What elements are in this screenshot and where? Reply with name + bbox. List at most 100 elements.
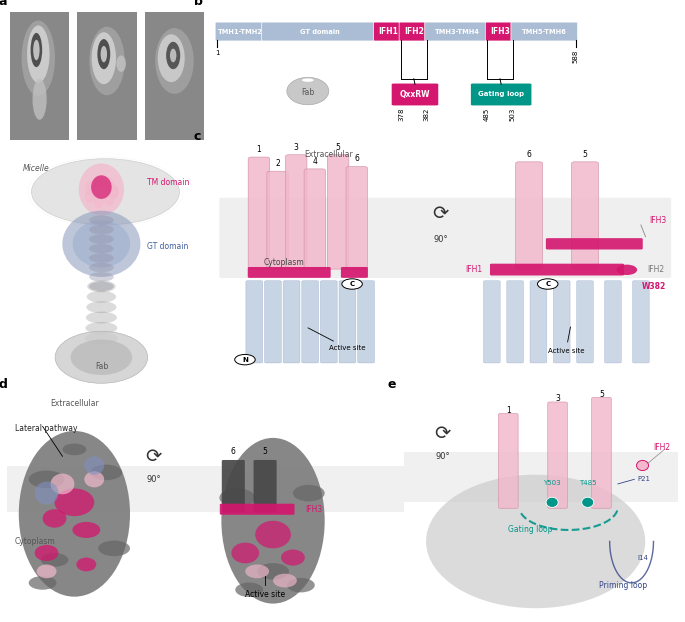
Text: TMH3-TMH4: TMH3-TMH4 xyxy=(434,29,480,35)
Ellipse shape xyxy=(273,573,297,587)
Ellipse shape xyxy=(281,549,305,565)
Ellipse shape xyxy=(76,557,96,572)
Ellipse shape xyxy=(73,522,100,538)
Text: ⟳: ⟳ xyxy=(434,424,451,443)
Ellipse shape xyxy=(27,26,49,83)
FancyBboxPatch shape xyxy=(499,414,518,508)
FancyBboxPatch shape xyxy=(246,281,262,363)
Ellipse shape xyxy=(32,159,179,225)
Circle shape xyxy=(342,279,362,289)
Ellipse shape xyxy=(35,545,58,561)
Text: Micelle: Micelle xyxy=(23,164,50,172)
FancyBboxPatch shape xyxy=(592,397,611,508)
Text: GT domain: GT domain xyxy=(147,241,188,251)
FancyBboxPatch shape xyxy=(264,281,282,363)
Circle shape xyxy=(546,497,558,508)
Circle shape xyxy=(235,355,256,365)
Ellipse shape xyxy=(108,185,119,199)
FancyBboxPatch shape xyxy=(484,281,500,363)
Text: Cytoplasm: Cytoplasm xyxy=(15,537,55,546)
Ellipse shape xyxy=(101,46,107,62)
Ellipse shape xyxy=(87,291,116,303)
Text: Active site: Active site xyxy=(548,327,584,353)
Ellipse shape xyxy=(170,49,176,62)
FancyBboxPatch shape xyxy=(507,281,523,363)
Ellipse shape xyxy=(89,225,114,234)
FancyBboxPatch shape xyxy=(346,167,367,269)
Circle shape xyxy=(582,497,594,508)
Text: Extracellular: Extracellular xyxy=(50,399,99,408)
Ellipse shape xyxy=(166,42,180,69)
Text: 90°: 90° xyxy=(434,234,448,244)
Text: d: d xyxy=(0,378,8,391)
Text: c: c xyxy=(194,131,201,144)
Circle shape xyxy=(616,264,637,275)
FancyBboxPatch shape xyxy=(392,83,438,105)
Text: TMH1-TMH2: TMH1-TMH2 xyxy=(218,29,263,35)
Ellipse shape xyxy=(158,34,185,82)
Text: 1: 1 xyxy=(506,406,510,415)
FancyBboxPatch shape xyxy=(399,22,429,41)
FancyBboxPatch shape xyxy=(546,238,643,249)
Ellipse shape xyxy=(255,521,291,549)
Ellipse shape xyxy=(89,253,114,262)
Text: Gating loop: Gating loop xyxy=(508,526,553,534)
Text: C: C xyxy=(545,281,550,287)
Ellipse shape xyxy=(104,177,114,192)
Text: 3: 3 xyxy=(294,142,299,152)
Text: Extracellular: Extracellular xyxy=(304,151,353,159)
FancyBboxPatch shape xyxy=(283,281,300,363)
Ellipse shape xyxy=(93,175,103,190)
Ellipse shape xyxy=(90,465,122,480)
Text: Priming loop: Priming loop xyxy=(599,581,647,590)
Text: 6: 6 xyxy=(231,447,236,457)
Bar xyxy=(7,465,404,511)
Text: IFH3: IFH3 xyxy=(305,504,322,514)
Ellipse shape xyxy=(85,332,118,345)
FancyBboxPatch shape xyxy=(516,162,543,269)
Circle shape xyxy=(538,279,558,289)
FancyBboxPatch shape xyxy=(253,460,277,513)
FancyBboxPatch shape xyxy=(222,460,245,513)
FancyBboxPatch shape xyxy=(530,281,547,363)
Ellipse shape xyxy=(86,301,116,313)
Ellipse shape xyxy=(155,28,194,94)
FancyBboxPatch shape xyxy=(286,155,307,269)
Ellipse shape xyxy=(29,470,64,488)
Ellipse shape xyxy=(219,488,255,507)
Text: a: a xyxy=(0,0,7,8)
FancyBboxPatch shape xyxy=(248,157,270,269)
Text: IFH1: IFH1 xyxy=(465,265,482,274)
Bar xyxy=(145,12,204,141)
Ellipse shape xyxy=(51,473,75,494)
Ellipse shape xyxy=(89,272,114,282)
FancyBboxPatch shape xyxy=(302,281,319,363)
FancyBboxPatch shape xyxy=(248,267,331,278)
Text: N: N xyxy=(242,356,248,363)
FancyBboxPatch shape xyxy=(341,267,368,278)
Text: 3: 3 xyxy=(555,394,560,403)
FancyBboxPatch shape xyxy=(219,198,671,278)
Ellipse shape xyxy=(84,471,104,488)
FancyBboxPatch shape xyxy=(321,281,337,363)
Text: GT domain: GT domain xyxy=(299,29,339,35)
Ellipse shape xyxy=(71,340,132,375)
FancyBboxPatch shape xyxy=(373,22,403,41)
Ellipse shape xyxy=(89,27,125,95)
Ellipse shape xyxy=(86,312,117,323)
FancyBboxPatch shape xyxy=(215,22,266,41)
Ellipse shape xyxy=(85,180,95,195)
Text: I14: I14 xyxy=(637,555,648,560)
Text: IFH1: IFH1 xyxy=(378,27,398,36)
Ellipse shape xyxy=(92,32,116,84)
Text: 5: 5 xyxy=(599,390,604,399)
Text: 503: 503 xyxy=(510,108,516,121)
Text: 5: 5 xyxy=(262,447,268,457)
Text: Y503: Y503 xyxy=(543,480,561,486)
Ellipse shape xyxy=(97,39,110,69)
Ellipse shape xyxy=(104,192,114,207)
Text: 5: 5 xyxy=(336,142,340,152)
Ellipse shape xyxy=(98,541,130,556)
Ellipse shape xyxy=(37,565,56,578)
FancyBboxPatch shape xyxy=(267,171,288,269)
